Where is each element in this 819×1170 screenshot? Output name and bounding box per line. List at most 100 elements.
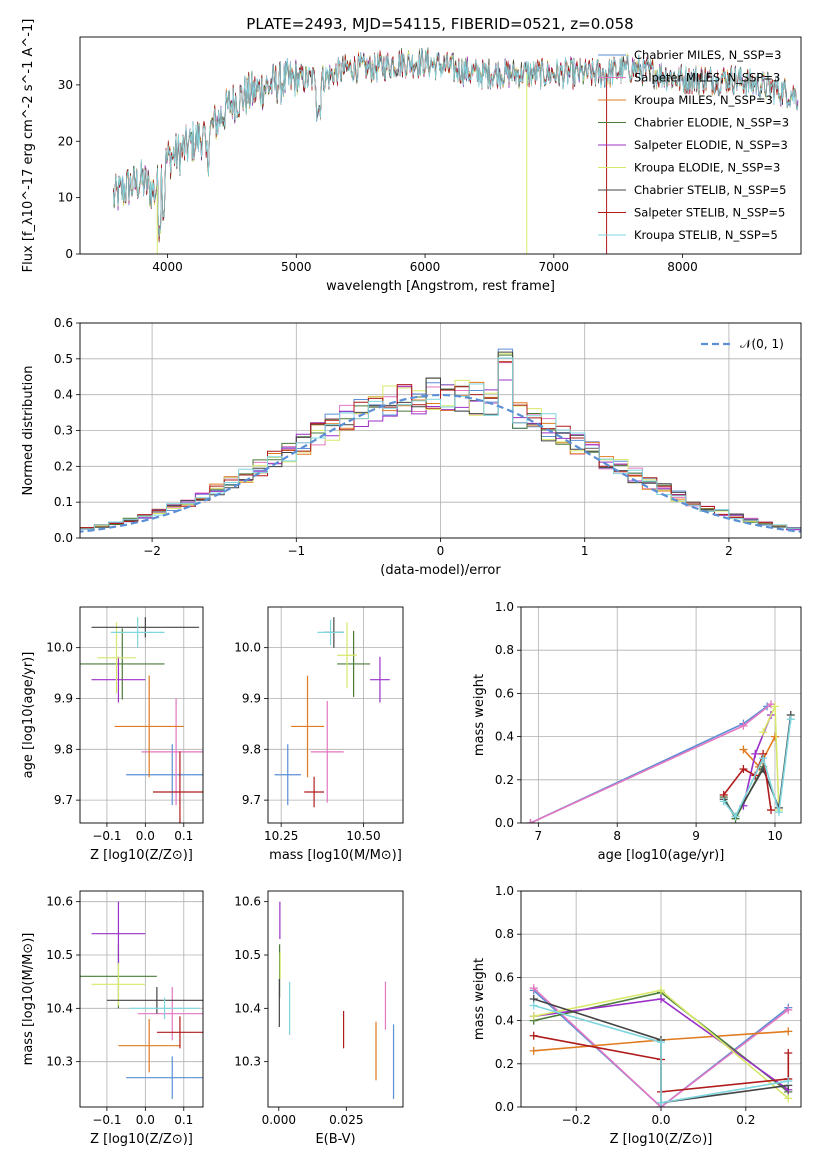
y-tick-label: 9.8 [242,742,261,756]
y-axis-label: mass [log10(M/M⊙)] [21,933,36,1066]
series-marker [770,732,779,741]
plot-area-mass_vs_Z [80,901,203,1099]
y-axis-label: age [log10(age/yr)] [21,652,36,779]
plot-area-weight_vs_age [526,700,795,823]
x-axis-label: mass [log10(M/M⊙)] [269,848,402,863]
x-tick-label: 0.025 [329,1113,363,1127]
x-tick-label: 7 [535,829,543,843]
y-tick-label: 10.5 [46,948,73,962]
errorbar-salpeter-elodie [370,656,390,703]
x-tick-label: −0.2 [562,1113,591,1127]
legend-label: Kroupa MILES, N_SSP=3 [634,93,773,107]
y-tick-label: 0 [65,247,73,261]
errorbar-kroupa-stelib [317,619,344,646]
series-marker [739,745,748,754]
plot-area-weight_vs_Z [529,984,793,1107]
y-tick-label: 1.0 [495,884,514,898]
series-salpeter-miles [526,700,776,823]
errorbar-salpeter-stelib [156,1016,203,1049]
x-tick-label: 7000 [539,260,570,274]
errorbar-kroupa-miles [118,1019,180,1073]
series-marker [784,1049,793,1057]
y-tick-label: 9.9 [242,691,261,705]
series-marker [529,1031,538,1040]
y-tick-label: 10.0 [46,641,73,655]
x-tick-label: −1 [287,544,305,558]
y-tick-label: 10.3 [46,1055,73,1069]
legend-label: Salpeter MILES, N_SSP=3 [634,71,780,85]
x-tick-label: 0.2 [736,1113,755,1127]
errorbar-salpeter-miles [137,987,203,1041]
y-tick-label: 0.0 [495,816,514,830]
series-kroupa-stelib [529,1001,793,1107]
errorbar-kroupa-stelib [129,997,200,1019]
errorbar-kroupa-elodie [91,963,146,1006]
y-tick-label: 0.0 [495,1100,514,1114]
series-marker [759,728,768,737]
series-line [722,766,764,821]
y-tick-label: 9.9 [54,691,73,705]
y-tick-label: 0.3 [54,424,73,438]
y-tick-label: 20 [58,134,73,148]
x-tick-label: −0.1 [92,1113,121,1127]
x-axis-label: Z [log10(Z/Z⊙)] [90,848,193,863]
x-tick-label: 10.25 [264,829,298,843]
plot-area-age_vs_mass [274,617,390,808]
errorbar-kroupa-stelib [110,617,165,648]
series-marker [657,1038,665,1047]
series-marker [731,812,740,821]
errorbar-kroupa-miles [114,675,184,778]
series-marker [786,715,795,724]
legend-label: Salpeter STELIB, N_SSP=5 [634,206,785,220]
series-marker [657,986,665,995]
y-tick-label: 0.2 [54,459,73,473]
x-tick-label: 10 [767,829,782,843]
plot-area-mass_vs_EBV [278,901,395,1099]
y-tick-label: 0.8 [495,927,514,941]
x-tick-label: 0.0 [136,1113,155,1127]
errorbar-chabrier-stelib [91,617,200,638]
errorbar-salpeter-miles [141,698,203,806]
x-tick-label: 0.1 [174,1113,193,1127]
y-axis-label: mass weight [472,958,487,1040]
series-marker [657,1098,665,1107]
series-marker [529,1046,538,1055]
y-tick-label: 30 [58,78,73,92]
x-tick-label: −2 [143,544,161,558]
y-tick-label: 9.7 [54,793,73,807]
x-tick-label: 8000 [667,260,698,274]
x-tick-label: 0.1 [174,829,193,843]
series-marker [784,1005,793,1014]
axes-frame [267,606,404,824]
y-tick-label: 0.2 [495,773,514,787]
plot-mass_vs_Z: −0.1 0.0 0.1 10.3 10.4 10.5 10.6 Z [log10(Z/Z⊙)… [21,890,204,1147]
errorbar-chabrier-miles [126,744,203,806]
y-axis-label: Flux [f_λ10^-17 erg cm^-2 s^-1 A^-1] [21,19,36,273]
series-marker [767,806,776,815]
series-marker [529,984,538,993]
x-tick-label: 4000 [152,260,183,274]
x-axis-label: (data-model)/error [380,563,501,578]
plot-spectrum: 4000 5000 6000 7000 8000 0 10 20 30 wavelength [A… [21,19,802,294]
y-tick-label: 10.6 [46,895,73,909]
y-tick-label: 10.0 [234,641,261,655]
series-kroupa-elodie [529,986,793,1103]
x-tick-label: 0.000 [262,1113,296,1127]
x-axis-label: wavelength [Angstrom, rest frame] [326,279,555,294]
series-marker [739,765,748,773]
y-tick-label: 0.4 [54,388,73,402]
legend-label: Kroupa STELIB, N_SSP=5 [634,228,778,242]
y-tick-label: 10.5 [234,948,261,962]
x-tick-label: 0.0 [651,1113,670,1127]
y-tick-label: 1.0 [495,600,514,614]
series-marker [526,819,535,823]
plot-residuals: −2 −1 0 1 2 0.0 0.1 0.2 0.3 0.4 0.5 0.6 (data-model)… [21,316,802,578]
y-tick-label: 10.4 [234,1001,261,1015]
series-marker [770,702,779,711]
y-tick-label: 0.2 [495,1057,514,1071]
axes-frame [79,322,802,539]
y-tick-label: 10.3 [234,1055,261,1069]
axes-frame [520,890,802,1108]
axes-frame [520,606,802,824]
